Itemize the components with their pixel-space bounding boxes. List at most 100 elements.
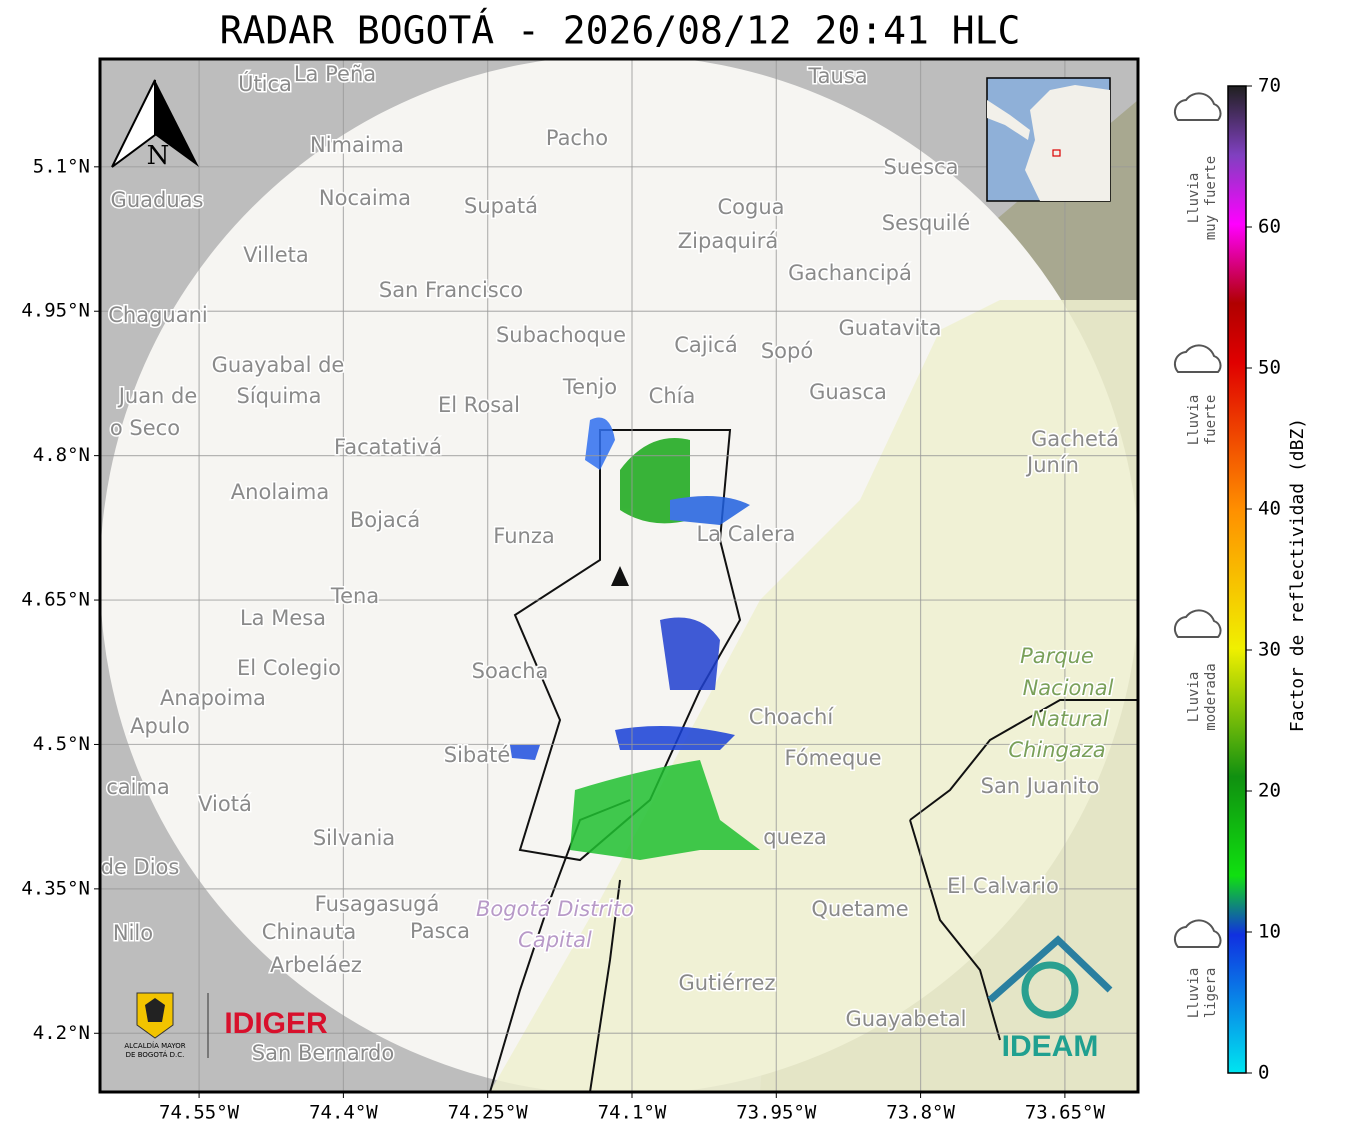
colorbar-tick-label: 10	[1258, 921, 1281, 943]
place-label: Chingaza	[1008, 738, 1105, 762]
ideam-text: IDEAM	[1002, 1030, 1099, 1063]
place-label: San Francisco	[379, 278, 523, 302]
rain-category-label: muy fuerte	[1203, 156, 1219, 240]
colorbar	[1227, 85, 1247, 1074]
lon-tick-label: 74.1°W	[598, 1102, 667, 1124]
alcaldia-logo: ALCALDÍA MAYOR DE BOGOTÁ D.C. IDIGER	[124, 992, 328, 1059]
place-label: Juan de	[117, 384, 198, 408]
place-label: La Mesa	[240, 606, 326, 630]
place-label: El Calvario	[947, 874, 1059, 898]
place-label: Chaguani	[108, 303, 208, 327]
place-label: Guaduas	[111, 188, 204, 212]
place-label: Guayabetal	[846, 1007, 967, 1031]
lon-tick-label: 74.4°W	[309, 1102, 378, 1124]
place-label: Cogua	[717, 195, 784, 219]
place-label: Anolaima	[231, 480, 329, 504]
lat-tick-label: 4.35°N	[21, 877, 90, 899]
map-area: Útica La Peña Tausa Pacho Nimaima Guaduas Noca…	[100, 59, 1138, 1092]
north-label: N	[147, 141, 170, 171]
place-label: Tausa	[807, 64, 867, 88]
weather-icon	[1173, 92, 1222, 121]
north-arrow: N	[111, 79, 199, 171]
place-label: Tena	[330, 584, 379, 608]
place-label: Gachetá	[1031, 427, 1119, 451]
place-label: La Calera	[696, 522, 795, 546]
place-label: Pasca	[410, 919, 470, 943]
lat-tick-label: 4.8°N	[33, 444, 90, 466]
place-labels: Útica La Peña Tausa Pacho Nimaima Guaduas Noca…	[100, 61, 1121, 1067]
colorbar-tick-label: 0	[1258, 1062, 1269, 1084]
place-label: Apulo	[130, 714, 190, 738]
colorbar-tick-label: 40	[1258, 498, 1281, 520]
rain-category-label: moderada	[1203, 663, 1219, 730]
place-label: Síquima	[237, 384, 322, 408]
colorbar-tick-label: 70	[1258, 75, 1281, 97]
place-label: Útica	[238, 71, 292, 96]
place-label: caima	[106, 775, 170, 799]
place-label: Gachancipá	[788, 261, 912, 285]
colorbar-tick-label: 20	[1258, 780, 1281, 802]
place-label: queza	[763, 825, 826, 849]
place-label: Nimaima	[310, 133, 404, 157]
colorbar-tick-label: 30	[1258, 639, 1281, 661]
place-label: Subachoque	[496, 323, 626, 347]
title: RADAR BOGOTÁ - 2026/08/12 20:41 HLC	[220, 9, 1021, 53]
lon-tick-label: 73.95°W	[736, 1102, 817, 1124]
map-frame	[98, 57, 1140, 1094]
place-label: Sibaté	[444, 743, 511, 767]
lat-tick-label: 4.65°N	[21, 589, 90, 611]
place-label: Supatá	[464, 194, 538, 218]
idiger-logo: IDIGER	[224, 1007, 328, 1040]
place-label: Villeta	[243, 243, 308, 267]
terrain-green	[490, 300, 1138, 1092]
place-label: El Colegio	[237, 656, 341, 680]
place-label: Pacho	[546, 126, 608, 150]
weather-icon	[1173, 919, 1222, 948]
lat-tick-label: 4.5°N	[33, 733, 90, 755]
place-label: Fómeque	[784, 746, 881, 770]
inset-map	[986, 77, 1111, 202]
place-label: Fusagasugá	[315, 892, 440, 916]
place-label: Arbeláez	[270, 953, 362, 977]
place-label: Chía	[649, 384, 696, 408]
place-label: La Peña	[294, 62, 376, 86]
lat-tick-label: 4.2°N	[33, 1022, 90, 1044]
place-label: Chinauta	[262, 920, 356, 944]
rain-category-label: ligera	[1203, 968, 1219, 1019]
place-label: Nacional	[1023, 676, 1114, 700]
admin-border	[489, 699, 1138, 1092]
place-label: Facatativá	[334, 435, 442, 459]
graticule	[100, 59, 1138, 1092]
place-label: Sopó	[761, 339, 813, 363]
place-label: Nilo	[113, 921, 153, 945]
rain-category-label: Lluvia	[1186, 395, 1202, 446]
lon-tick-label: 74.55°W	[159, 1102, 240, 1124]
place-label: Soacha	[472, 659, 549, 683]
place-label: Bojacá	[350, 508, 420, 532]
place-label: El Rosal	[438, 393, 520, 417]
place-label: Sesquilé	[882, 211, 970, 235]
place-label: Bogotá Distrito	[476, 897, 634, 921]
place-label: Tenjo	[562, 375, 617, 399]
place-label: Suesca	[884, 155, 959, 179]
lat-tick-label: 5.1°N	[33, 155, 90, 177]
rain-category-label: fuerte	[1203, 395, 1219, 446]
rain-category-label: Lluvia	[1186, 173, 1202, 224]
place-label: Anapoima	[160, 686, 266, 710]
rain-category-label: Lluvia	[1186, 672, 1202, 723]
place-label: Funza	[493, 524, 554, 548]
place-label: Silvania	[313, 826, 395, 850]
lon-tick-label: 74.25°W	[448, 1102, 529, 1124]
place-label: Choachí	[749, 705, 835, 729]
lon-tick-label: 73.65°W	[1025, 1102, 1106, 1124]
place-label: Zipaquirá	[678, 229, 778, 253]
colorbar-tick-label: 60	[1258, 216, 1281, 238]
place-label: San Bernardo	[252, 1041, 394, 1065]
weather-icon	[1173, 609, 1222, 638]
place-label: o Seco	[110, 416, 180, 440]
place-label: Nocaima	[319, 186, 411, 210]
lat-tick-label: 4.95°N	[21, 300, 90, 322]
place-label: Cajicá	[674, 333, 738, 357]
